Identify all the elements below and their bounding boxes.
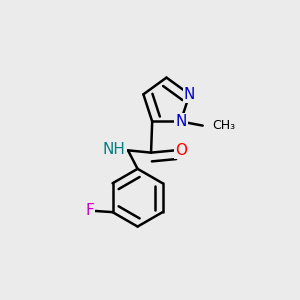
Text: NH: NH — [103, 142, 126, 157]
Text: N: N — [175, 114, 186, 129]
Text: CH₃: CH₃ — [212, 119, 235, 132]
Text: O: O — [175, 143, 187, 158]
Text: N: N — [184, 87, 195, 102]
Text: F: F — [85, 203, 94, 218]
